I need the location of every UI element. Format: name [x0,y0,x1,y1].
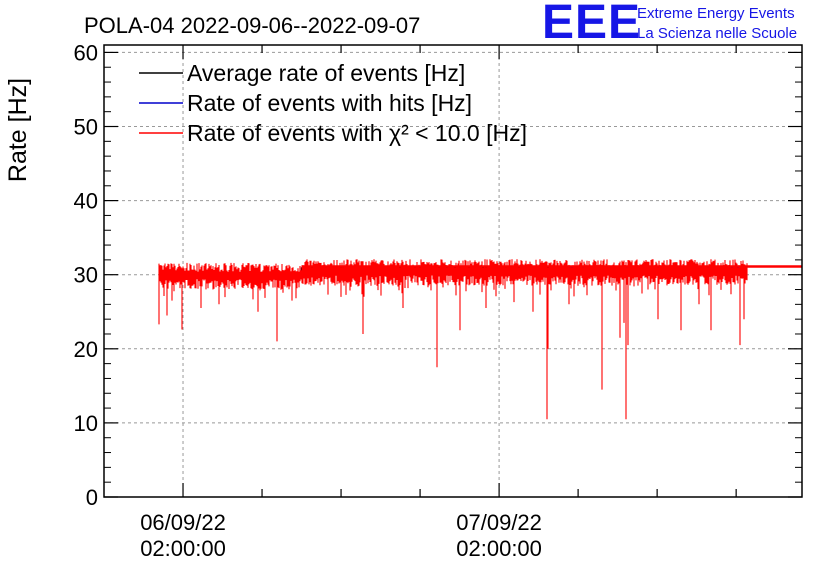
y-tick-label: 0 [86,485,98,510]
ticks: 010203040506006/09/2202:00:0007/09/2202:… [74,40,802,561]
chart-title: POLA-04 2022-09-06--2022-09-07 [84,13,420,38]
legend-label-average: Average rate of events [Hz] [187,60,465,86]
y-tick-label: 10 [74,411,98,436]
y-tick-label: 60 [74,40,98,65]
axes [103,44,803,498]
org-subtitle: La Scienza nelle Scuole [637,25,797,42]
y-tick-label: 40 [74,189,98,214]
legend-label-chi2: Rate of events with χ² < 10.0 [Hz] [187,120,527,146]
series-chi2-line [158,259,748,420]
eee-logo-text: EEE [542,0,641,49]
x-tick-date: 06/09/22 [140,510,226,535]
y-tick-label: 20 [74,337,98,362]
y-axis-label: Rate [Hz] [4,78,32,182]
eee-logo: EEE [542,0,641,49]
y-tick-label: 30 [74,263,98,288]
legend-label-hits: Rate of events with hits [Hz] [187,90,472,116]
x-tick-time: 02:00:00 [456,536,542,561]
org-name: Extreme Energy Events [637,5,795,22]
x-tick-date: 07/09/22 [456,510,542,535]
plot-frame [103,44,803,498]
x-tick-time: 02:00:00 [140,536,226,561]
y-tick-label: 50 [74,115,98,140]
legend: Average rate of events [Hz] Rate of even… [139,60,527,146]
series-lines [158,259,802,420]
